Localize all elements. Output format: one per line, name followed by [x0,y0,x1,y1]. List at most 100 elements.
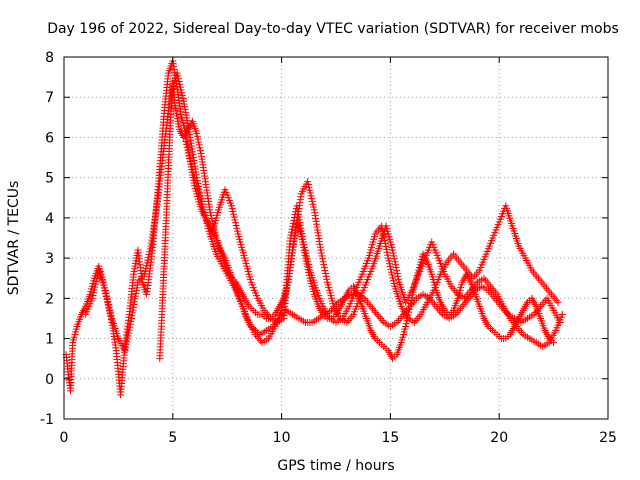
data-point [321,267,329,275]
data-point [125,326,133,334]
data-point [558,310,566,318]
data-point [123,338,131,346]
data-point [390,252,398,260]
data-point [206,209,214,217]
axis-ticks [63,56,609,420]
x-tick-label: 20 [490,430,508,446]
plot-frame [63,56,609,420]
data-point [409,288,417,296]
data-point [195,138,203,146]
data-point [389,249,397,257]
data-point [123,335,131,343]
data-point [394,272,402,280]
data-point [195,141,203,149]
data-point [210,223,218,231]
y-tick-label: 3 [45,251,54,267]
y-tick-label: 5 [45,171,54,187]
data-point [124,329,132,337]
data-point [126,323,134,331]
y-tick-label: 4 [45,211,54,227]
data-point [209,220,217,228]
data-point [403,314,411,322]
data-point [390,255,398,263]
data-point [207,212,215,220]
data-point [554,298,562,306]
data-point [124,332,132,340]
data-point [382,242,390,250]
data-point [393,269,401,277]
y-tick-label: -1 [40,412,54,428]
data-point [193,132,201,140]
data-point [287,231,295,239]
data-point [408,291,416,299]
x-tick-label: 10 [273,430,291,446]
data-point [196,147,204,155]
x-tick-labels: 0 5 10 15 20 25 [60,430,617,446]
data-point [382,245,390,253]
data-point [395,275,403,283]
data-point [323,275,331,283]
chart-title: Day 196 of 2022, Sidereal Day-to-day VTE… [47,21,619,37]
data-point [122,344,130,352]
data-point [391,258,399,266]
data-point [289,222,297,230]
data-point [392,264,400,272]
data-point [288,225,296,233]
data-point [403,317,411,325]
data-point [286,234,294,242]
data-point [378,225,386,233]
data-point [406,302,414,310]
data-point [379,231,387,239]
x-tick-label: 15 [381,430,399,446]
data-point [303,263,311,271]
data-point [122,341,130,349]
data-point [305,268,313,276]
y-tick-label: 1 [45,332,54,348]
data-point [320,264,328,272]
data-point [389,246,397,254]
x-tick-label: 25 [599,430,617,446]
data-point [289,219,297,227]
y-tick-label: 8 [45,50,54,66]
y-tick-label: 7 [45,90,54,106]
data-point [290,214,298,222]
data-point [290,216,298,224]
data-point [550,339,558,347]
data-point [303,260,311,268]
data-point [287,228,295,236]
data-point [208,214,216,222]
y-tick-label: 0 [45,372,54,388]
data-point [305,271,313,279]
x-tick-label: 0 [60,430,69,446]
data-point [206,206,214,214]
data-point [208,217,216,225]
data-point [127,317,135,325]
x-axis-label: GPS time / hours [277,458,394,474]
data-point [317,246,325,254]
data-point [402,320,410,328]
data-point [381,237,389,245]
y-tick-label: 6 [45,130,54,146]
x-tick-label: 5 [168,430,177,446]
grid-lines [64,57,608,419]
data-point [408,294,416,302]
y-tick-labels: -1 0 1 2 3 4 5 6 7 8 [40,50,54,428]
data-point [302,257,310,265]
data-point [126,320,134,328]
data-point [379,228,387,236]
data-point [402,322,410,330]
data-point [121,347,129,355]
data-point [381,239,389,247]
data-point [404,311,412,319]
data-point [384,251,392,259]
data-point [407,297,415,305]
data-point [378,222,386,230]
data-point [380,234,388,242]
data-point [196,144,204,152]
y-axis-label: SDTVAR / TECUs [6,181,22,296]
data-point [319,255,327,263]
data-point [405,308,413,316]
data-points [62,57,566,399]
data-point [320,261,328,269]
